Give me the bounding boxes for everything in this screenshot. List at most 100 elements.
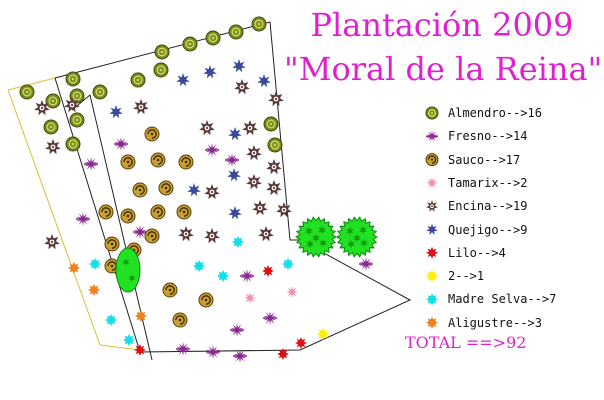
quejigo-icon bbox=[232, 59, 246, 73]
sauco-icon bbox=[120, 208, 136, 224]
almendro-icon bbox=[69, 88, 85, 104]
legend-label-fresno: Fresno-->14 bbox=[448, 129, 528, 144]
yellow-shrub-icon bbox=[317, 328, 329, 340]
encina-icon bbox=[204, 228, 220, 244]
fresno-icon bbox=[359, 257, 373, 271]
almendro-icon bbox=[425, 106, 439, 120]
encina-icon bbox=[426, 200, 438, 212]
madre-selva-icon bbox=[89, 258, 101, 270]
almendro-icon bbox=[43, 119, 59, 135]
encina-icon bbox=[268, 91, 284, 107]
tamarix-icon bbox=[244, 292, 256, 304]
encina-icon bbox=[266, 159, 282, 175]
fresno-icon bbox=[133, 225, 147, 239]
fresno-icon bbox=[205, 143, 219, 157]
almendro-icon bbox=[65, 136, 81, 152]
lilo-icon bbox=[277, 348, 289, 360]
almendro-icon bbox=[205, 30, 221, 46]
big-tree-icon bbox=[336, 216, 378, 258]
madre-selva-icon bbox=[232, 236, 244, 248]
plot-edge-yellow-left bbox=[7, 89, 101, 346]
sauco-icon bbox=[158, 180, 174, 196]
quejigo-icon bbox=[228, 206, 242, 220]
fresno-icon bbox=[114, 137, 128, 151]
legend-label-encina: Encina-->19 bbox=[448, 199, 528, 214]
aligustre-icon bbox=[88, 284, 100, 296]
legend-label-lilo: Lilo-->4 bbox=[448, 245, 506, 260]
legend-label-madre: Madre Selva-->7 bbox=[448, 292, 557, 307]
almendro-icon bbox=[263, 116, 279, 132]
sauco-icon bbox=[104, 236, 120, 252]
quejigo-icon bbox=[227, 168, 241, 182]
almendro-icon bbox=[130, 72, 146, 88]
sauco-icon bbox=[150, 152, 166, 168]
legend-label-tamarix: Tamarix-->2 bbox=[448, 175, 528, 190]
madre-selva-icon bbox=[217, 270, 229, 282]
encina-icon bbox=[45, 139, 61, 155]
legend-label-sauco: Sauco-->17 bbox=[448, 152, 521, 167]
lilo-icon bbox=[134, 344, 146, 356]
almendro-icon bbox=[182, 36, 198, 52]
quejigo-icon bbox=[228, 127, 242, 141]
aligustre-icon bbox=[135, 310, 147, 322]
sauco-icon bbox=[98, 204, 114, 220]
fresno-icon bbox=[225, 153, 239, 167]
quejigo-icon bbox=[257, 74, 271, 88]
legend-icons bbox=[425, 106, 439, 329]
almendro-icon bbox=[154, 44, 170, 60]
plot-edge-yellow-top bbox=[7, 77, 56, 91]
aligustre-icon bbox=[68, 262, 80, 274]
sauco-icon bbox=[150, 204, 166, 220]
encina-icon bbox=[246, 145, 262, 161]
quejigo-icon bbox=[426, 223, 438, 235]
sauco-icon bbox=[162, 282, 178, 298]
fresno-icon bbox=[230, 323, 244, 337]
sauco-icon bbox=[120, 154, 136, 170]
almendro-icon bbox=[228, 24, 244, 40]
lilo-icon bbox=[426, 246, 438, 259]
title-line-2: "Moral de la Reina" bbox=[284, 50, 603, 88]
almendro-icon bbox=[45, 93, 61, 109]
plot-edge-main bbox=[54, 21, 412, 353]
tamarix-icon bbox=[426, 176, 438, 189]
almendro-icon bbox=[69, 112, 85, 128]
encina-icon bbox=[133, 99, 149, 115]
quejigo-icon bbox=[187, 183, 201, 197]
encina-icon bbox=[258, 226, 274, 242]
almendro-icon bbox=[92, 84, 108, 100]
total-count: TOTAL ==>92 bbox=[405, 333, 527, 352]
sauco-icon bbox=[144, 228, 160, 244]
encina-icon bbox=[34, 100, 50, 116]
fresno-icon bbox=[426, 130, 438, 143]
madre-selva-icon bbox=[105, 314, 117, 326]
tree-markers bbox=[19, 16, 378, 363]
encina-icon bbox=[178, 226, 194, 242]
legend-label-yellow: 2-->1 bbox=[448, 269, 485, 284]
fresno-icon bbox=[176, 342, 190, 356]
almendro-icon bbox=[251, 16, 267, 32]
sauco-icon bbox=[178, 154, 194, 170]
madre-selva-icon bbox=[426, 293, 438, 306]
fresno-icon bbox=[206, 345, 220, 359]
almendro-icon bbox=[19, 84, 35, 100]
encina-icon bbox=[242, 120, 258, 136]
legend-label-quejigo: Quejigo-->9 bbox=[448, 222, 528, 237]
encina-icon bbox=[252, 200, 268, 216]
encina-icon bbox=[199, 120, 215, 136]
sauco-icon bbox=[132, 182, 148, 198]
aligustre-icon bbox=[426, 316, 438, 329]
encina-icon bbox=[64, 97, 80, 113]
quejigo-icon bbox=[203, 65, 217, 79]
almendro-icon bbox=[65, 71, 81, 87]
fresno-icon bbox=[84, 157, 98, 171]
lilo-icon bbox=[262, 265, 274, 277]
title-line-1: Plantación 2009 bbox=[310, 6, 574, 44]
yellow-shrub-icon bbox=[426, 270, 438, 283]
big-tree-icon bbox=[295, 216, 337, 258]
sauco-icon bbox=[172, 312, 188, 328]
fresno-icon bbox=[240, 269, 254, 283]
quejigo-icon bbox=[109, 105, 123, 119]
plot-edge-yellow-bottom bbox=[99, 344, 141, 351]
almendro-icon bbox=[267, 137, 283, 153]
